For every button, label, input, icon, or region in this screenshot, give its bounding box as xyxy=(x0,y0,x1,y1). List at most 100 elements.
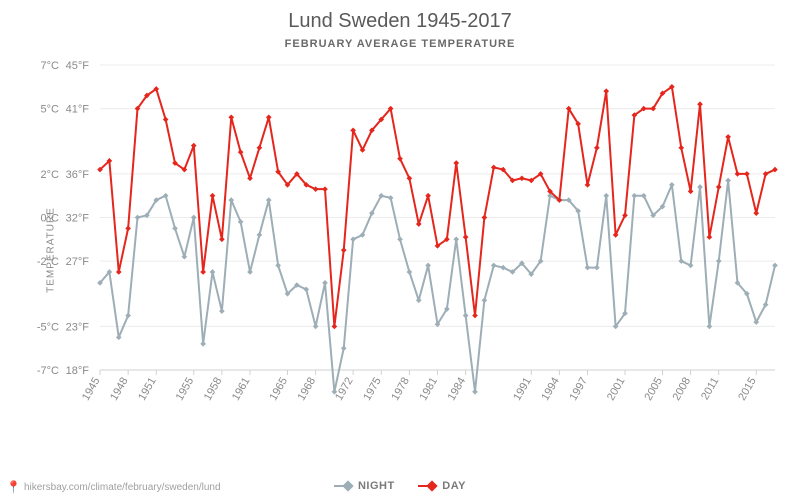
location-pin-icon: 📍 xyxy=(6,480,21,494)
y-tick-c: -7°C xyxy=(37,365,59,377)
night-marker xyxy=(182,254,188,260)
day-marker xyxy=(163,117,169,123)
chart-title: Lund Sweden 1945-2017 xyxy=(0,10,800,33)
x-tick-label: 1951 xyxy=(136,376,159,403)
x-tick-label: 2008 xyxy=(671,376,694,403)
night-marker xyxy=(707,324,713,330)
day-marker xyxy=(238,149,244,155)
y-tick-f: 27°F xyxy=(66,256,90,268)
x-tick-label: 1968 xyxy=(296,376,319,403)
legend-label-day: DAY xyxy=(442,480,466,492)
y-tick-c: 2°C xyxy=(41,169,60,181)
day-marker xyxy=(697,101,703,107)
y-tick-f: 45°F xyxy=(66,60,90,72)
day-marker xyxy=(228,114,234,120)
night-marker xyxy=(425,263,431,269)
x-tick-label: 1975 xyxy=(361,376,384,403)
day-marker xyxy=(744,171,750,177)
x-tick-label: 2011 xyxy=(699,376,721,402)
y-tick-f: 18°F xyxy=(66,365,90,377)
day-marker xyxy=(257,145,263,151)
night-marker xyxy=(191,215,197,221)
night-marker xyxy=(266,197,272,203)
day-marker xyxy=(116,269,122,275)
chart-svg: 7°C45°F5°C41°F2°C36°F0°C32°F-2°C27°F-5°C… xyxy=(95,55,780,425)
x-tick-label: 2005 xyxy=(642,376,665,403)
night-marker xyxy=(200,341,206,347)
x-tick-label: 1994 xyxy=(539,376,562,403)
y-tick-c: 0°C xyxy=(41,213,60,225)
day-marker xyxy=(594,145,600,151)
day-marker xyxy=(341,247,347,253)
night-marker xyxy=(407,269,413,275)
day-marker xyxy=(200,269,206,275)
y-tick-c: 7°C xyxy=(41,60,60,72)
chart-subtitle: FEBRUARY AVERAGE TEMPERATURE xyxy=(0,38,800,50)
day-marker xyxy=(416,221,422,227)
night-marker xyxy=(397,236,403,242)
day-marker xyxy=(463,234,469,240)
day-marker xyxy=(472,313,478,319)
night-marker xyxy=(725,178,731,184)
legend-item-night: NIGHT xyxy=(334,480,395,492)
night-marker xyxy=(322,280,328,286)
night-marker xyxy=(594,265,600,271)
legend-label-night: NIGHT xyxy=(358,480,395,492)
night-marker xyxy=(482,297,488,303)
night-line xyxy=(100,180,775,391)
night-marker xyxy=(135,215,141,221)
night-marker xyxy=(219,308,225,314)
night-marker xyxy=(585,265,591,271)
night-marker xyxy=(453,236,459,242)
y-tick-f: 23°F xyxy=(66,321,90,333)
x-tick-label: 1997 xyxy=(567,376,590,403)
attribution-text: hikersbay.com/climate/february/sweden/lu… xyxy=(24,482,221,493)
night-marker xyxy=(238,219,244,225)
y-tick-c: -5°C xyxy=(37,321,59,333)
night-marker xyxy=(491,263,497,269)
x-tick-label: 1961 xyxy=(230,376,253,403)
night-marker xyxy=(416,297,422,303)
chart-container: Lund Sweden 1945-2017 FEBRUARY AVERAGE T… xyxy=(0,0,800,500)
day-marker xyxy=(603,88,609,94)
legend-item-day: DAY xyxy=(418,480,466,492)
x-tick-label: 1978 xyxy=(389,376,412,403)
x-tick-label: 1965 xyxy=(267,376,290,403)
day-marker xyxy=(725,134,731,140)
x-tick-label: 1981 xyxy=(417,376,440,403)
night-marker xyxy=(341,345,347,351)
y-tick-c: 5°C xyxy=(41,104,60,116)
night-marker xyxy=(210,269,216,275)
day-marker xyxy=(191,143,197,149)
y-tick-f: 41°F xyxy=(66,104,90,116)
night-marker xyxy=(172,226,178,232)
day-marker xyxy=(482,215,488,221)
day-marker xyxy=(735,171,741,177)
day-marker xyxy=(247,175,253,181)
day-marker xyxy=(425,193,431,199)
day-marker xyxy=(585,182,591,188)
night-marker xyxy=(228,197,234,203)
y-tick-f: 32°F xyxy=(66,213,90,225)
day-marker xyxy=(678,145,684,151)
night-marker xyxy=(388,195,394,201)
night-marker xyxy=(632,193,638,199)
day-marker xyxy=(707,234,713,240)
night-marker xyxy=(257,232,263,238)
attribution: 📍 hikersbay.com/climate/february/sweden/… xyxy=(6,480,221,494)
x-tick-label: 1948 xyxy=(108,376,131,403)
day-marker xyxy=(519,175,525,181)
night-marker xyxy=(772,263,778,269)
night-marker xyxy=(247,269,253,275)
day-marker xyxy=(688,189,694,195)
legend-marker-night xyxy=(342,480,353,491)
x-tick-label: 1984 xyxy=(446,376,469,403)
x-tick-label: 2015 xyxy=(736,376,759,403)
night-marker xyxy=(669,182,675,188)
y-tick-f: 36°F xyxy=(66,169,90,181)
night-marker xyxy=(463,313,469,319)
plot-area: 7°C45°F5°C41°F2°C36°F0°C32°F-2°C27°F-5°C… xyxy=(95,55,780,425)
night-marker xyxy=(697,184,703,190)
x-tick-label: 1945 xyxy=(80,376,103,403)
day-marker xyxy=(753,210,759,216)
